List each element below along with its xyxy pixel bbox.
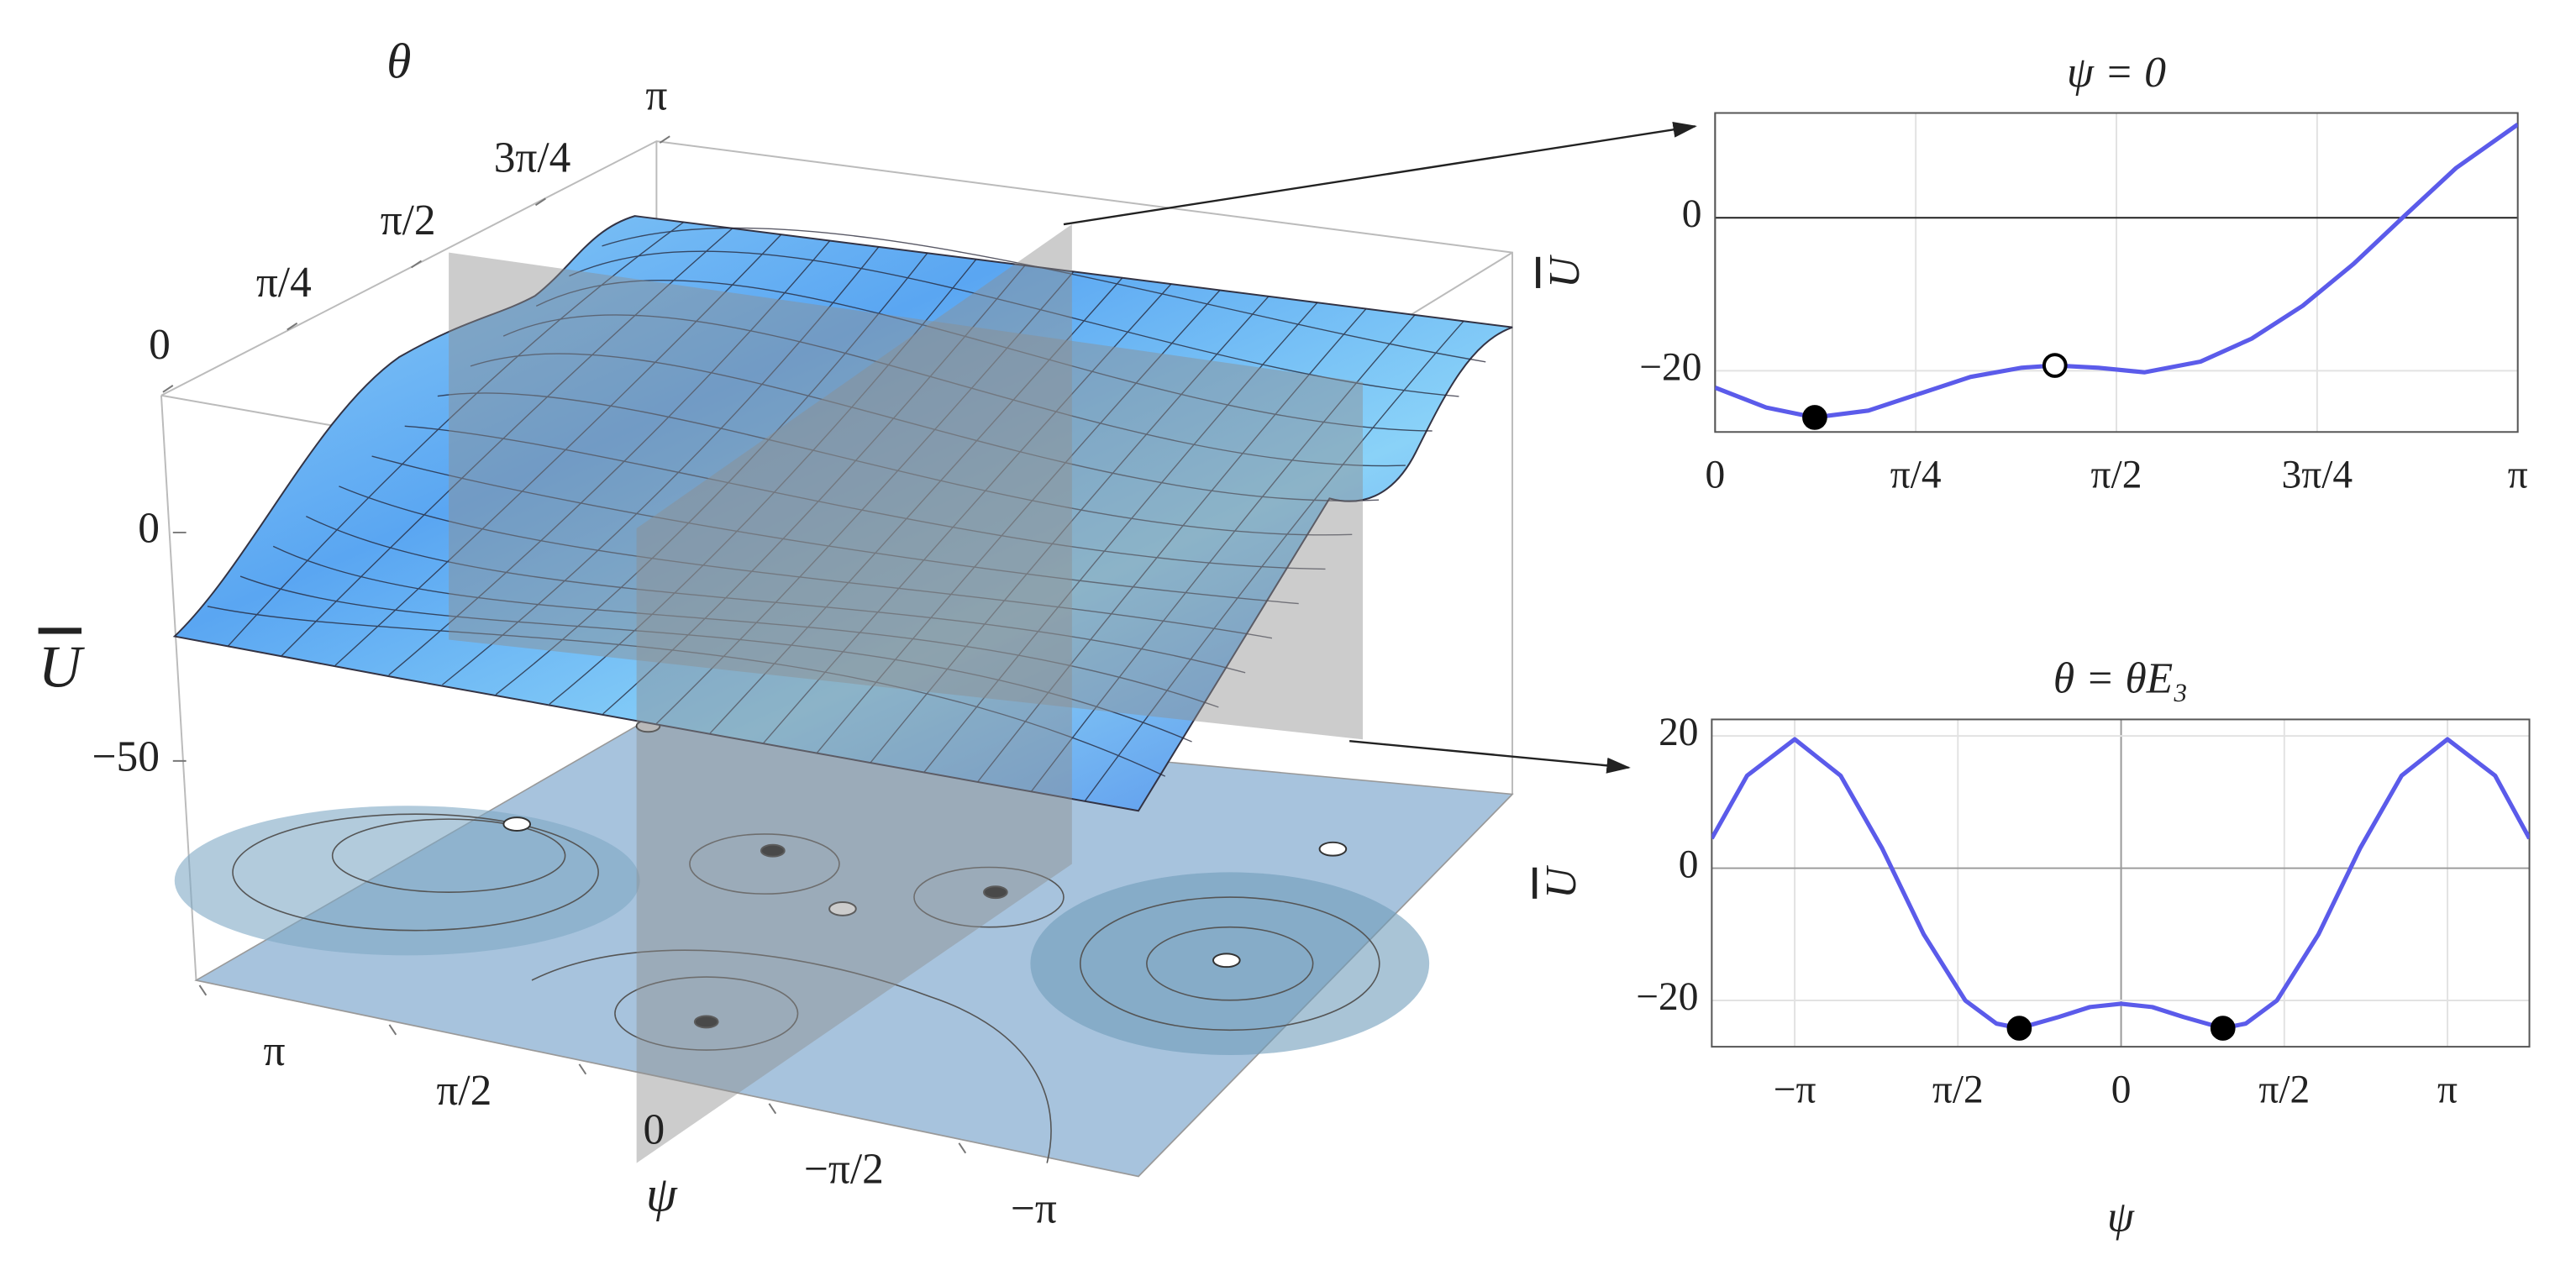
y-tick-label: 0	[1682, 192, 1702, 236]
y-tick-label: π/4	[256, 259, 312, 307]
point-marker	[2042, 353, 2068, 378]
mesh-line	[306, 515, 1246, 674]
x-tick-label: 0	[2111, 1068, 2132, 1111]
contours	[232, 813, 1380, 1163]
arrow	[1349, 739, 1631, 774]
x-tick-label: −π	[1011, 1185, 1057, 1233]
x-tick-label: π/2	[436, 1067, 492, 1115]
x-tick-label: −π	[1774, 1068, 1816, 1111]
mesh	[207, 221, 1486, 802]
y-tick-label: π/2	[381, 197, 436, 244]
arrow	[1063, 121, 1697, 226]
tick-mark	[411, 260, 423, 269]
mesh-line	[495, 252, 928, 696]
mesh-line	[569, 250, 1459, 397]
y-tick-label: 0	[149, 321, 171, 369]
mesh-line	[239, 575, 1192, 743]
x-axis-label: ψ	[2107, 1194, 2135, 1242]
x-tick-label: −π/2	[804, 1146, 884, 1194]
mesh-line	[535, 280, 1433, 432]
mesh-line	[709, 277, 1123, 734]
tick-mark	[768, 1103, 777, 1115]
mesh-line	[977, 308, 1367, 783]
y-tick-label: 0	[1679, 843, 1699, 886]
surface-plot: θ ψ U	[39, 34, 1697, 1222]
axis-label: U	[39, 634, 86, 700]
chart-title: ψ = 0	[2067, 49, 2166, 97]
x-tick-label: 0	[1705, 454, 1725, 497]
psi-plane	[636, 224, 1072, 1163]
mesh-line	[1030, 314, 1416, 792]
x-tick-label: π	[2437, 1068, 2458, 1111]
mesh-line	[923, 302, 1318, 773]
mesh-line	[470, 353, 1380, 501]
axis-label: ψ	[646, 1167, 678, 1222]
theta-plane	[449, 252, 1364, 740]
x-tick-label: π/2	[1932, 1068, 1984, 1111]
mesh-line	[404, 425, 1326, 570]
axis-label: θ	[386, 34, 411, 89]
tick-mark	[578, 1063, 587, 1075]
mesh-line	[388, 240, 831, 676]
mesh-line	[817, 290, 1221, 753]
mesh-line	[437, 392, 1353, 536]
z-tick-label: 0	[138, 505, 160, 553]
x-tick-label: π/2	[2258, 1068, 2310, 1111]
y-tick-label: 3π/4	[494, 134, 571, 182]
chart-title: θ = θE₃	[2053, 655, 2188, 703]
y-tick-label: π	[645, 71, 667, 119]
mesh-line	[502, 314, 1406, 467]
y-axis-label: U	[1541, 255, 1589, 288]
tick-mark	[198, 984, 208, 996]
y-tick-label: −20	[1636, 975, 1698, 1019]
mesh-line	[339, 486, 1273, 639]
tick-mark	[287, 322, 298, 331]
mesh-line	[371, 455, 1299, 605]
mesh-line	[281, 228, 733, 657]
point-marker	[2006, 1016, 2032, 1041]
mesh-line	[602, 227, 1486, 363]
x-tick-label: π	[2508, 454, 2528, 497]
mesh-line	[602, 265, 1026, 715]
tick-mark	[659, 135, 670, 144]
plot-frame	[1714, 112, 2519, 433]
mesh-line	[1084, 320, 1464, 802]
x-tick-label: π	[263, 1027, 285, 1075]
z-tick-label: −50	[92, 733, 160, 781]
mesh-line	[207, 606, 1166, 777]
x-tick-label: 0	[644, 1106, 665, 1154]
tick-mark	[958, 1142, 967, 1154]
contour-region	[174, 806, 640, 956]
point-marker	[1802, 405, 1827, 430]
mesh-line	[334, 234, 782, 666]
plot-frame	[1711, 718, 2531, 1048]
x-tick-label: π/4	[1890, 454, 1942, 497]
mesh-line	[227, 221, 685, 647]
mesh-line	[870, 296, 1270, 763]
x-tick-label: 3π/4	[2282, 454, 2353, 497]
mesh-line	[272, 545, 1219, 708]
mesh-line	[655, 270, 1075, 724]
line-series	[1715, 123, 2518, 420]
tick-mark	[534, 197, 546, 207]
mesh-line	[442, 246, 880, 685]
mesh-line	[549, 259, 977, 705]
y-tick-label: −20	[1639, 345, 1701, 389]
tick-mark	[162, 385, 174, 393]
tick-mark	[388, 1024, 397, 1036]
y-axis-label: U	[1538, 865, 1585, 899]
y-tick-label: 20	[1659, 711, 1698, 754]
line-series	[1711, 737, 2530, 1031]
point-marker	[2210, 1016, 2236, 1041]
x-tick-label: π/2	[2091, 454, 2142, 497]
